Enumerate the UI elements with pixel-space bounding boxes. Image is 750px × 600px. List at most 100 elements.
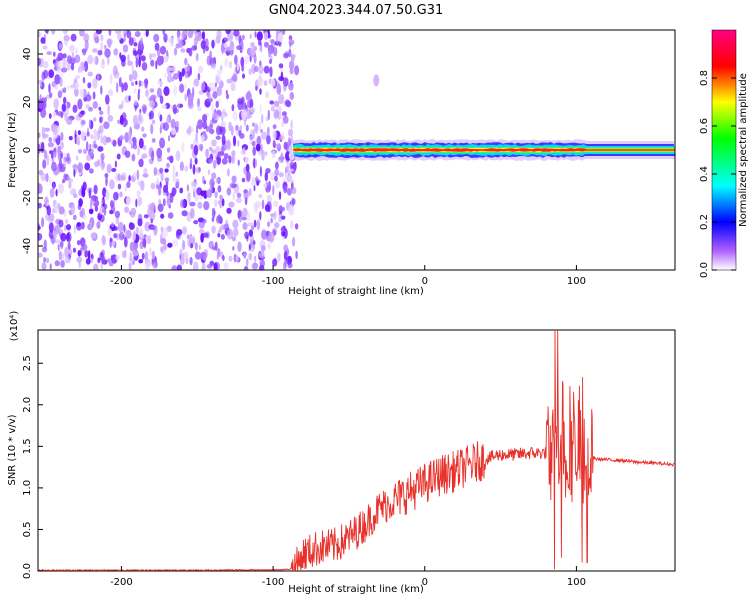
noise-speckle bbox=[83, 33, 90, 43]
noise-speckle bbox=[88, 150, 93, 157]
noise-speckle bbox=[93, 55, 97, 64]
noise-speckle bbox=[295, 250, 298, 260]
noise-speckle bbox=[66, 234, 71, 241]
noise-speckle bbox=[77, 66, 80, 74]
noise-speckle bbox=[269, 100, 275, 105]
noise-speckle bbox=[137, 48, 144, 56]
noise-speckle bbox=[241, 109, 247, 120]
noise-speckle bbox=[270, 105, 275, 112]
noise-speckle bbox=[55, 189, 58, 197]
noise-speckle bbox=[77, 162, 83, 173]
noise-speckle bbox=[161, 104, 167, 109]
noise-speckle bbox=[282, 77, 289, 87]
noise-speckle bbox=[100, 34, 104, 42]
noise-speckle bbox=[98, 106, 102, 111]
colorbar-label: Normalized spectral amplitude bbox=[738, 73, 749, 227]
noise-speckle bbox=[283, 52, 289, 59]
noise-speckle bbox=[261, 245, 265, 253]
noise-speckle bbox=[278, 156, 285, 161]
noise-speckle bbox=[221, 198, 225, 207]
noise-speckle bbox=[245, 91, 252, 102]
noise-speckle bbox=[289, 161, 295, 170]
noise-speckle bbox=[128, 222, 135, 230]
noise-speckle bbox=[220, 121, 226, 128]
noise-speckle bbox=[52, 111, 57, 117]
noise-speckle bbox=[74, 82, 79, 90]
noise-speckle bbox=[160, 226, 163, 232]
noise-speckle bbox=[104, 48, 111, 58]
noise-speckle bbox=[128, 37, 134, 46]
noise-speckle bbox=[224, 57, 228, 68]
noise-speckle bbox=[107, 38, 112, 48]
noise-speckle bbox=[138, 138, 144, 149]
noise-speckle bbox=[249, 47, 255, 55]
noise-speckle bbox=[263, 183, 267, 188]
noise-speckle bbox=[153, 167, 158, 176]
noise-speckle bbox=[284, 99, 291, 106]
noise-speckle bbox=[292, 236, 296, 247]
noise-speckle bbox=[135, 57, 139, 68]
noise-speckle bbox=[277, 32, 284, 43]
noise-speckle bbox=[214, 82, 217, 88]
noise-speckle bbox=[253, 53, 257, 64]
noise-speckle bbox=[75, 74, 80, 80]
noise-speckle bbox=[45, 173, 49, 183]
noise-speckle bbox=[175, 178, 180, 188]
noise-speckle bbox=[215, 135, 221, 140]
noise-speckle bbox=[107, 228, 112, 235]
spectrogram-y-ticks: 40 20 0 -20 -40 bbox=[22, 48, 43, 254]
noise-speckle bbox=[40, 107, 47, 119]
noise-speckle bbox=[265, 230, 270, 237]
noise-speckle bbox=[124, 119, 129, 126]
noise-speckle bbox=[247, 222, 254, 227]
noise-speckle bbox=[287, 262, 293, 269]
noise-speckle bbox=[100, 41, 104, 51]
noise-speckle bbox=[159, 114, 163, 122]
noise-speckle bbox=[253, 219, 257, 228]
noise-speckle bbox=[112, 65, 118, 76]
noise-speckle bbox=[252, 146, 256, 156]
noise-speckle bbox=[66, 176, 71, 182]
noise-speckle bbox=[195, 53, 199, 62]
noise-speckle bbox=[253, 157, 256, 169]
noise-speckle bbox=[111, 168, 117, 172]
noise-speckle bbox=[184, 57, 188, 66]
spectrogram-artifact bbox=[373, 74, 380, 87]
noise-speckle bbox=[267, 109, 270, 121]
noise-speckle bbox=[237, 100, 244, 111]
noise-speckle bbox=[110, 222, 115, 228]
noise-speckle bbox=[223, 153, 229, 160]
noise-speckle bbox=[268, 231, 275, 243]
noise-speckle bbox=[114, 173, 118, 182]
noise-speckle bbox=[100, 152, 105, 161]
noise-speckle bbox=[265, 116, 268, 122]
noise-speckle bbox=[71, 52, 75, 58]
noise-speckle bbox=[38, 233, 43, 241]
noise-speckle bbox=[217, 214, 221, 222]
noise-speckle bbox=[84, 135, 87, 141]
noise-speckle bbox=[117, 221, 124, 233]
noise-speckle bbox=[142, 133, 147, 138]
noise-speckle bbox=[176, 264, 182, 270]
noise-speckle bbox=[290, 220, 294, 229]
noise-speckle bbox=[192, 261, 199, 270]
noise-speckle bbox=[283, 115, 289, 124]
noise-speckle bbox=[117, 173, 121, 182]
noise-speckle bbox=[100, 133, 103, 144]
noise-speckle bbox=[217, 233, 221, 238]
noise-speckle bbox=[245, 124, 249, 132]
noise-speckle bbox=[281, 111, 287, 117]
noise-speckle bbox=[221, 158, 228, 165]
noise-speckle bbox=[290, 119, 293, 130]
noise-speckle bbox=[50, 151, 54, 159]
noise-speckle bbox=[175, 120, 180, 127]
noise-speckle bbox=[129, 251, 132, 262]
noise-speckle bbox=[57, 145, 62, 155]
noise-speckle bbox=[51, 30, 56, 35]
noise-speckle bbox=[225, 139, 232, 151]
noise-speckle bbox=[248, 68, 252, 75]
noise-speckle bbox=[45, 257, 50, 264]
noise-speckle bbox=[100, 263, 103, 270]
noise-speckle bbox=[57, 183, 65, 194]
